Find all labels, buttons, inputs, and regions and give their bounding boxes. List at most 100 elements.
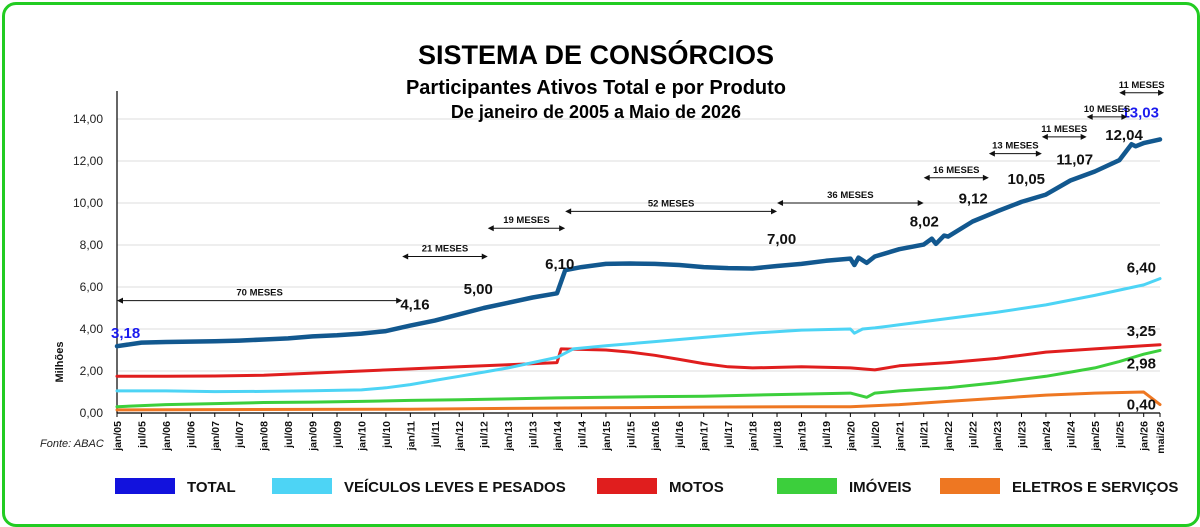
value-label: 3,25 [1127, 323, 1156, 340]
arrowhead-right [771, 208, 778, 215]
period-label: 52 MESES [648, 198, 694, 209]
arrowhead-right [1080, 133, 1087, 140]
source-note: Fonte: ABAC [40, 438, 104, 450]
x-tick-label: jan/07 [210, 421, 222, 452]
value-label: 4,16 [400, 297, 429, 314]
period-label: 13 MESES [992, 141, 1038, 152]
arrowhead-left [988, 150, 995, 157]
arrowhead-left [565, 208, 572, 215]
value-label: 8,02 [910, 214, 939, 231]
x-tick-label: jul/17 [723, 421, 735, 449]
legend: TOTAL VEÍCULOS LEVES E PESADOS MOTOS IMÓVEI… [115, 478, 1178, 496]
x-tick-label: jul/18 [772, 421, 784, 449]
legend-label: TOTAL [187, 479, 236, 496]
series-line-total [114, 137, 1163, 349]
arrowhead-right [1035, 150, 1042, 157]
legend-swatch [272, 478, 332, 494]
arrowhead-right [917, 200, 924, 206]
x-tick-label: jul/13 [528, 421, 540, 449]
x-tick-label: jul/11 [430, 421, 442, 448]
legend-label: MOTOS [669, 479, 724, 496]
x-tick-label: jan/14 [552, 421, 564, 452]
y-tick-label: 12,00 [73, 154, 103, 168]
value-label: 13,03 [1121, 104, 1159, 121]
value-label: 0,40 [1127, 397, 1156, 414]
x-tick-label: jan/20 [845, 421, 857, 452]
legend-item: ELETROS E SERVIÇOS [940, 478, 1178, 496]
series-layer [114, 137, 1163, 412]
x-tick-label: jul/10 [381, 421, 393, 449]
arrowhead-left [777, 200, 784, 206]
period-marker: 70 MESES [117, 288, 403, 304]
period-marker: 19 MESES [487, 215, 566, 232]
arrowhead-left [1119, 89, 1126, 96]
x-tick-label: jul/19 [821, 421, 833, 449]
x-tick-label: jul/20 [870, 421, 882, 449]
legend-swatch [115, 478, 175, 494]
period-label: 21 MESES [422, 244, 468, 255]
period-marker: 11 MESES [1119, 80, 1165, 96]
value-label: 5,00 [464, 281, 493, 298]
legend-swatch [777, 478, 837, 494]
x-tick-label: jan/25 [1090, 421, 1102, 452]
x-tick-label: jan/13 [503, 421, 515, 452]
x-tick-label: jan/18 [748, 421, 760, 452]
legend-label: VEÍCULOS LEVES E PESADOS [344, 479, 566, 496]
arrowhead-left [1086, 113, 1093, 120]
x-tick-label: jan/26 [1139, 421, 1151, 452]
x-tick-label: jan/12 [454, 421, 466, 452]
value-label: 6,10 [545, 256, 574, 273]
x-tick-label: jul/24 [1065, 421, 1077, 449]
x-tick-label: jul/15 [625, 421, 637, 449]
x-tick-label: jan/09 [308, 421, 320, 452]
series-line-ve-culos-leves-e-pesados [115, 277, 1162, 394]
x-tick-label: jul/21 [919, 421, 931, 449]
x-tick-label: jan/23 [992, 421, 1004, 452]
value-label: 2,98 [1127, 355, 1156, 372]
x-tick-label: jan/17 [699, 421, 711, 452]
x-tick-label: jan/19 [796, 421, 808, 452]
x-tick-label: jul/22 [968, 421, 980, 449]
x-tick-label: jul/09 [332, 421, 344, 449]
legend-swatch [597, 478, 657, 494]
legend-label: IMÓVEIS [849, 478, 912, 496]
x-tick-label: mai/26 [1155, 421, 1167, 454]
value-label: 12,04 [1105, 127, 1143, 144]
value-label: 7,00 [767, 231, 796, 248]
arrowhead-right [982, 174, 989, 181]
arrowhead-right [481, 253, 488, 260]
x-tick-label: jan/15 [601, 421, 613, 452]
annotations-layer: 3,18 4,16 5,00 6,10 7,00 8,02 9,12 10,05 11,07 12… [111, 104, 1159, 413]
chart-subtitle: Participantes Ativos Total e por Produto [406, 77, 786, 99]
arrowhead-right [559, 225, 566, 232]
y-tick-label: 8,00 [80, 238, 104, 252]
value-label: 9,12 [959, 190, 988, 207]
y-tick-label: 0,00 [80, 406, 104, 420]
arrowhead-left [402, 253, 409, 260]
x-tick-label: jan/11 [405, 421, 417, 451]
arrowhead-left [487, 225, 494, 232]
y-tick-label: 6,00 [80, 280, 104, 294]
chart-title: SISTEMA DE CONSÓRCIOS [418, 39, 774, 70]
x-tick-label: jan/24 [1041, 421, 1053, 452]
x-tick-label: jan/08 [259, 421, 271, 452]
period-marker: 52 MESES [565, 198, 778, 215]
period-label: 11 MESES [1119, 80, 1165, 91]
x-tick-label: jul/12 [479, 421, 491, 449]
axes: 0,00 2,00 4,00 6,00 8,00 10,00 12,00 14,00 jan/0… [73, 91, 1167, 454]
period-marker: 21 MESES [402, 244, 488, 260]
value-label: 3,18 [111, 325, 140, 342]
x-tick-label: jul/23 [1016, 421, 1028, 449]
y-tick-label: 10,00 [73, 196, 103, 210]
x-tick-label: jul/07 [234, 421, 246, 449]
y-axis-label: Milhões [54, 342, 66, 383]
x-tick-label: jan/22 [943, 421, 955, 452]
x-tick-label: jan/16 [650, 421, 662, 452]
x-tick-label: jan/05 [112, 421, 124, 452]
legend-label: ELETROS E SERVIÇOS [1012, 479, 1178, 496]
legend-item: VEÍCULOS LEVES E PESADOS [272, 478, 566, 496]
period-label: 70 MESES [236, 288, 282, 299]
series-line-eletros-e-servi-os [115, 390, 1162, 412]
period-markers: 70 MESES 21 MESES 19 MESES 52 MESES 36 MESES… [117, 80, 1165, 304]
